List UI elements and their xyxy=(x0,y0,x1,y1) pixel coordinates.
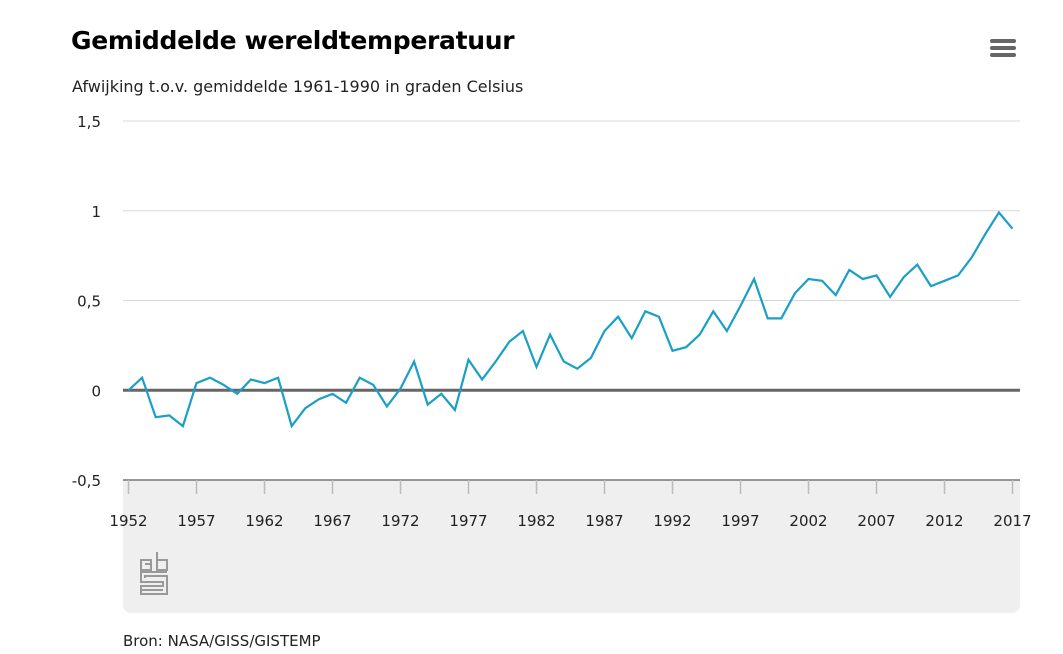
y-tick-label: 0 xyxy=(91,382,101,400)
x-axis-band xyxy=(123,480,1020,613)
hamburger-menu-icon[interactable] xyxy=(988,36,1018,62)
y-tick-label: -0,5 xyxy=(72,472,101,490)
x-tick-label: 1957 xyxy=(177,512,215,530)
x-tick-label: 1952 xyxy=(109,512,147,530)
y-tick-label: 0,5 xyxy=(77,293,101,311)
x-tick-label: 1997 xyxy=(721,512,759,530)
x-tick-label: 1977 xyxy=(449,512,487,530)
y-tick-label: 1,5 xyxy=(77,113,101,131)
x-tick-label: 1962 xyxy=(245,512,283,530)
temperature-series-line xyxy=(127,210,1014,429)
x-tick-label: 2017 xyxy=(993,512,1031,530)
cbs-logo xyxy=(140,552,168,595)
y-tick-label: 1 xyxy=(91,203,101,221)
x-tick-label: 2012 xyxy=(925,512,963,530)
chart-subtitle: Afwijking t.o.v. gemiddelde 1961-1990 in… xyxy=(72,77,524,96)
x-tick-label: 2002 xyxy=(789,512,827,530)
x-tick-label: 1982 xyxy=(517,512,555,530)
x-tick-label: 1972 xyxy=(381,512,419,530)
chart-title: Gemiddelde wereldtemperatuur xyxy=(71,26,515,55)
x-tick-label: 1967 xyxy=(313,512,351,530)
x-tick-label: 2007 xyxy=(857,512,895,530)
x-tick-label: 1992 xyxy=(653,512,691,530)
source-note: Bron: NASA/GISS/GISTEMP xyxy=(123,632,321,650)
x-tick-label: 1987 xyxy=(585,512,623,530)
